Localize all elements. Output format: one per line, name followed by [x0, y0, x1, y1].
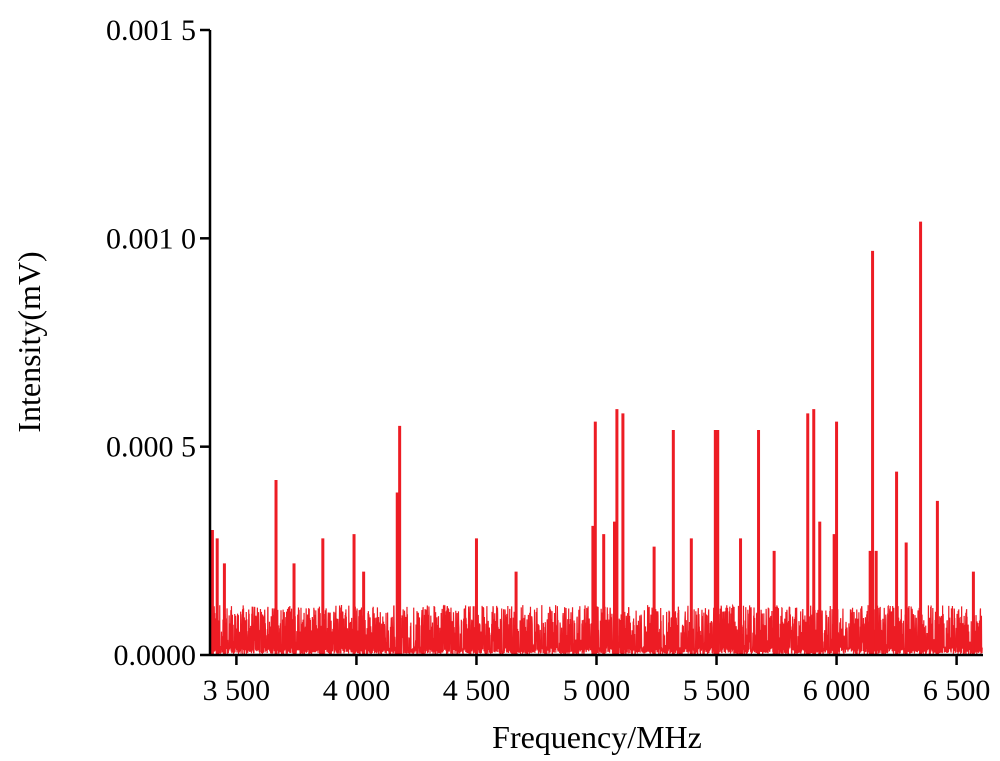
x-axis-ticks: 3 500 4 000 4 500 5 000 5 500 6 000 6 500: [203, 655, 991, 707]
y-tick-label: 0.0000: [114, 639, 197, 672]
x-tick-label: 5 000: [563, 674, 631, 707]
x-tick-label: 6 000: [803, 674, 871, 707]
x-tick-label: 4 000: [323, 674, 391, 707]
x-axis-title: Frequency/MHz: [492, 719, 702, 755]
y-axis-ticks: 0.0000 0.000 5 0.001 0 0.001 5: [106, 14, 210, 672]
y-axis-title: Intensity(mV): [11, 251, 47, 432]
plot-area: [210, 221, 983, 657]
x-tick-label: 3 500: [203, 674, 271, 707]
x-tick-label: 6 500: [923, 674, 991, 707]
x-tick-label: 5 500: [683, 674, 751, 707]
y-tick-label: 0.000 5: [106, 431, 196, 464]
y-tick-label: 0.001 5: [106, 14, 196, 47]
x-tick-label: 4 500: [443, 674, 511, 707]
y-tick-label: 0.001 0: [106, 222, 196, 255]
